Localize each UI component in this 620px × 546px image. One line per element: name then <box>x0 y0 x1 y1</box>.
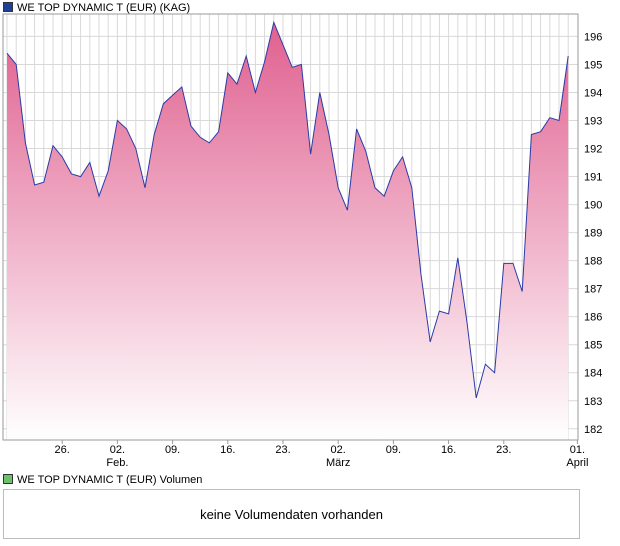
y-tick-label: 195 <box>584 59 602 71</box>
x-tick-label: 02. <box>110 444 125 456</box>
price-chart: 182 183 184 185 186 187 188 189 190 191 192 193 194 1… <box>2 13 602 469</box>
price-line <box>6 20 569 399</box>
x-tick-label: 09. <box>386 444 401 456</box>
y-tick-label: 188 <box>584 256 602 268</box>
price-area <box>7 22 569 441</box>
price-legend-label: WE TOP DYNAMIC T (EUR) (KAG) <box>17 2 191 14</box>
x-month-label: März <box>326 457 350 469</box>
y-tick-label: 192 <box>584 144 602 156</box>
price-legend-swatch <box>3 2 13 12</box>
x-tick-label: 01. <box>570 444 585 456</box>
y-tick-label: 196 <box>584 31 602 43</box>
y-tick-label: 193 <box>584 116 602 128</box>
volume-legend-swatch <box>3 474 13 484</box>
x-month-label: Feb. <box>106 457 128 469</box>
x-tick-label: 16. <box>220 444 235 456</box>
y-tick-label: 190 <box>584 200 602 212</box>
x-tick-label: 16. <box>441 444 456 456</box>
y-tick-label: 185 <box>584 340 602 352</box>
x-month-label: April <box>566 457 588 469</box>
y-tick-label: 194 <box>584 87 602 99</box>
x-tick-label: 09. <box>165 444 180 456</box>
y-tick-label: 189 <box>584 228 602 240</box>
y-tick-label: 183 <box>584 396 602 408</box>
volume-legend-label: WE TOP DYNAMIC T (EUR) Volumen <box>17 474 203 486</box>
y-tick-label: 186 <box>584 312 602 324</box>
x-tick-label: 23. <box>275 444 290 456</box>
plot-frame <box>2 13 579 441</box>
no-volume-message: keine Volumendaten vorhanden <box>200 506 383 522</box>
y-tick-label: 187 <box>584 284 602 296</box>
y-tick-label: 191 <box>584 172 602 184</box>
volume-legend: WE TOP DYNAMIC T (EUR) Volumen <box>3 473 202 487</box>
x-tick-label: 02. <box>331 444 346 456</box>
price-legend: WE TOP DYNAMIC T (EUR) (KAG) <box>3 1 190 15</box>
x-tick-label: 26. <box>55 444 70 456</box>
y-tick-label: 184 <box>584 368 602 380</box>
y-tick-label: 182 <box>584 424 602 436</box>
y-axis-labels: 182 183 184 185 186 187 188 189 190 191 192 193 194 1… <box>584 31 602 435</box>
x-tick-label: 23. <box>496 444 511 456</box>
volume-panel: keine Volumendaten vorhanden <box>3 489 580 539</box>
